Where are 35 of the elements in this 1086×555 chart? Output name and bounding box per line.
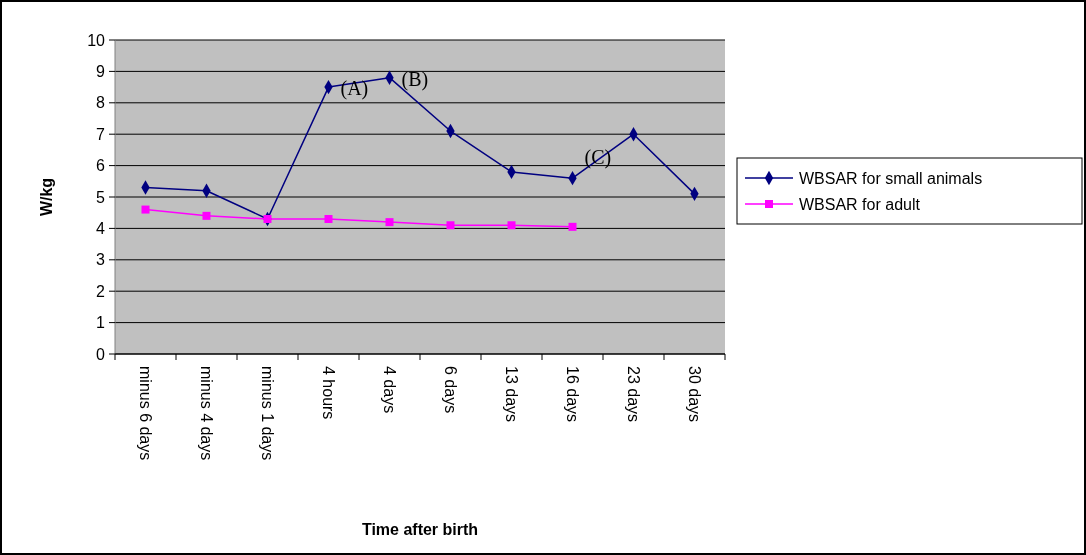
point	[446, 221, 455, 230]
y-tick-label: 0	[96, 345, 106, 363]
x-tick-label: 13 days	[502, 366, 520, 423]
annotation: (A)	[340, 77, 369, 101]
y-tick-label: 4	[96, 220, 106, 237]
point	[385, 218, 394, 227]
x-tick-label: 4 days	[380, 366, 398, 414]
x-axis-title: Time after birth	[361, 521, 479, 538]
x-tick-label: 6 days	[441, 366, 459, 414]
point	[568, 222, 577, 231]
y-tick-label: 2	[96, 282, 106, 300]
x-tick-label: 16 days	[563, 366, 581, 423]
y-tick-label: 5	[96, 188, 106, 206]
y-tick-label: 10	[87, 31, 106, 49]
legend-label: WBSAR for adult	[799, 195, 921, 213]
point	[507, 221, 516, 230]
point	[263, 214, 272, 223]
y-tick-label: 9	[96, 63, 106, 80]
x-tick-label: 30 days	[685, 366, 703, 423]
x-tick-label: minus 1 days	[258, 366, 276, 461]
annotation: (B)	[401, 67, 429, 91]
y-tick-label: 8	[96, 94, 106, 112]
x-tick-label: 4 hours	[319, 366, 337, 420]
legend-label: WBSAR for small animals	[799, 169, 983, 187]
x-tick-label: minus 4 days	[197, 366, 215, 461]
y-tick-label: 1	[96, 314, 106, 332]
point	[202, 211, 211, 220]
y-tick-label: 3	[96, 251, 106, 269]
y-tick-label: 6	[96, 157, 106, 175]
y-axis-title: W/kg	[38, 177, 55, 217]
point	[324, 214, 333, 223]
x-tick-label: minus 6 days	[136, 366, 154, 461]
y-tick-label: 7	[96, 125, 106, 143]
point	[141, 205, 150, 214]
x-tick-label: 23 days	[624, 366, 642, 423]
